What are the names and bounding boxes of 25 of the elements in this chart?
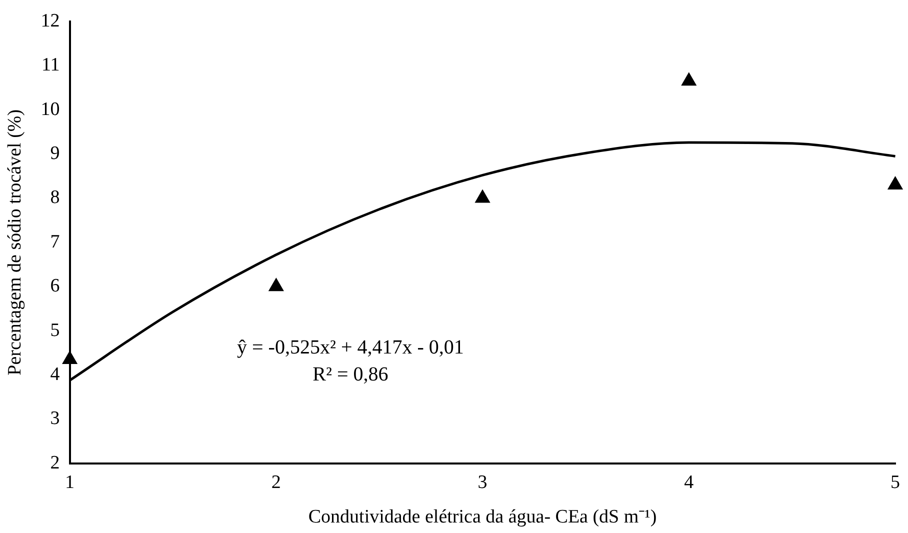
point (888, 176, 903, 190)
y-tick-label: 3 (50, 408, 60, 430)
point (681, 72, 696, 86)
x-tick-label: 5 (890, 472, 900, 493)
y-tick-label: 10 (40, 98, 60, 120)
y-tick-label: 12 (40, 10, 60, 32)
y-tick-label: 4 (50, 364, 60, 385)
point (475, 190, 490, 203)
x-tick-label: 4 (684, 472, 694, 493)
annotation: R² = 0,86 (312, 364, 388, 386)
y-tick-label: 7 (50, 231, 60, 252)
y-tick-label: 2 (50, 452, 60, 474)
point (268, 278, 284, 292)
x-axis-title: Condutividade elétrica da água- CEa (dS m⁻¹) (308, 506, 657, 528)
x-tick-label: 1 (65, 472, 75, 493)
x-tick-label: 2 (271, 472, 281, 493)
y-axis-title: Percentagem de sódio trocável (%) (4, 109, 26, 376)
point (62, 351, 78, 364)
y-tick-label: 8 (50, 187, 60, 208)
x-tick-label: 3 (478, 472, 488, 493)
y-tick-label: 5 (50, 320, 60, 341)
annotation: ŷ = -0,525x² + 4,417x - 0,01 (237, 336, 464, 359)
y-tick-label: 9 (50, 142, 60, 164)
y-tick-label: 11 (42, 54, 60, 76)
y-tick-label: 6 (50, 276, 60, 297)
